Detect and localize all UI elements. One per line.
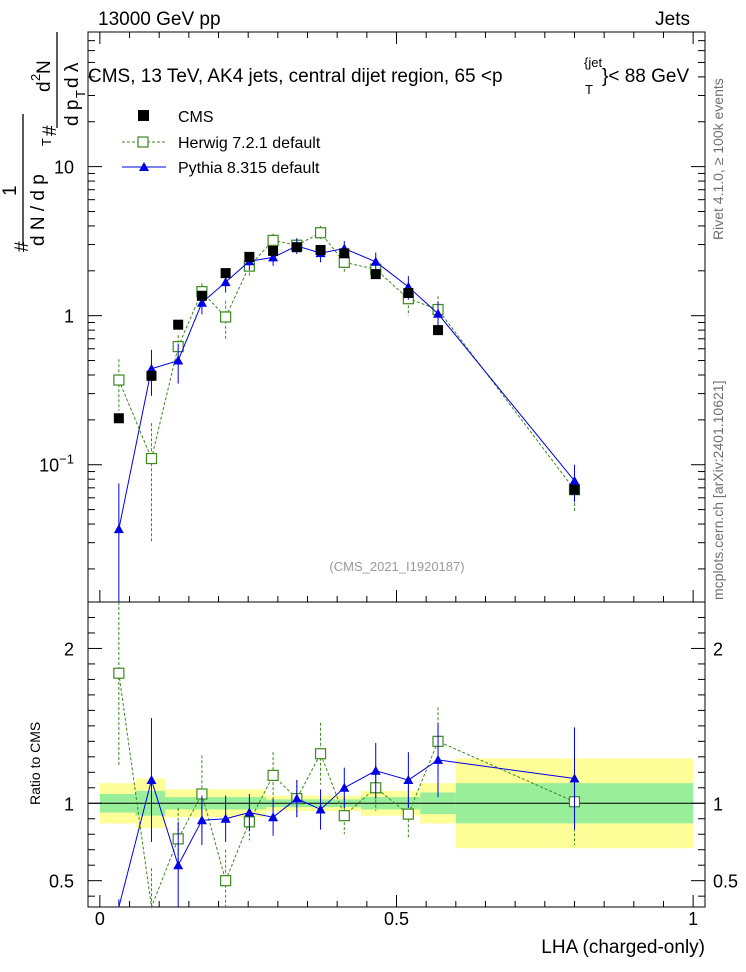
ylabel-den-1-sub: T	[39, 138, 54, 146]
point-main-pythia	[220, 277, 231, 287]
rivet-label: Rivet 4.1.0, ≥ 100k events	[710, 78, 726, 240]
cms-data-point	[315, 244, 326, 255]
point-ratio-pythia	[370, 765, 381, 775]
cms-data-point	[268, 245, 279, 256]
header-left: 13000 GeV pp	[98, 9, 221, 30]
x-tick-label: 0	[95, 909, 105, 929]
ylabel-num-2-tail: N	[34, 60, 55, 74]
chart-title-sub: T	[585, 82, 593, 97]
legend-label-herwig: Herwig 7.2.1 default	[178, 135, 321, 152]
point-ratio-pythia	[244, 807, 255, 817]
ylabel-num-2: d	[34, 81, 55, 92]
mcplots-label: mcplots.cern.ch [arXiv:2401.10621]	[710, 381, 726, 600]
point-main-herwig	[145, 452, 158, 465]
chart-title-tail: }< 88 GeV	[602, 66, 689, 87]
point-main-herwig	[314, 227, 327, 239]
point-ratio-pythia	[403, 775, 414, 785]
point-ratio-pythia	[339, 782, 350, 792]
point-ratio-pythia	[315, 804, 326, 814]
axes: 0 0.5 1 10−1 1 10 0.5 0.5 1 1 2 2	[39, 31, 738, 929]
point-ratio-pythia	[569, 773, 580, 783]
point-ratio-pythia	[196, 815, 207, 825]
chart-title-main: CMS, 13 TeV, AK4 jets, central dijet reg…	[88, 66, 503, 87]
cms-data-point	[403, 287, 414, 298]
cms-data-point	[146, 370, 157, 381]
cms-data-point	[339, 248, 350, 259]
legend: CMS Herwig 7.2.1 default Pythia 8.315 de…	[122, 109, 321, 177]
point-ratio-pythia	[433, 754, 444, 764]
cms-data-point	[433, 325, 444, 336]
x-axis-label: LHA (charged-only)	[541, 937, 705, 958]
y-tick-label: 1	[64, 307, 74, 327]
point-ratio-herwig	[338, 810, 350, 822]
main-y-axis-label: # 1 d N / d p T # d 2 N d p T d λ	[0, 32, 88, 252]
ylabel-den-2-tail: d λ	[62, 62, 83, 88]
legend-marker-cms	[138, 110, 149, 121]
x-tick-label: 0.5	[384, 909, 409, 929]
point-main-herwig	[113, 374, 125, 386]
series-line-ratio-pythia	[118, 759, 575, 908]
point-ratio-pythia	[146, 775, 157, 785]
point-main-pythia	[173, 355, 184, 365]
point-ratio-pythia	[173, 860, 184, 870]
ylabel-hash-2: #	[40, 125, 61, 136]
cms-data-point	[196, 290, 207, 301]
ratio-y-axis-label: Ratio to CMS	[27, 722, 43, 805]
x-tick-label: 1	[688, 909, 698, 929]
point-ratio-herwig	[314, 748, 327, 760]
ylabel-num-2-sup: 2	[28, 74, 43, 81]
cms-data-point	[244, 251, 255, 262]
ylabel-num-1: 1	[0, 185, 21, 196]
point-main-pythia	[569, 475, 580, 485]
point-main-pythia	[113, 524, 124, 534]
ylabel-den-1: d N / d p	[28, 174, 49, 246]
ratio-y-tick-label-right: 1	[713, 794, 723, 814]
point-main-pythia	[370, 256, 381, 266]
series-line-main-pythia	[118, 245, 575, 530]
point-main-pythia	[146, 363, 157, 373]
ratio-y-tick-label-right: 0.5	[713, 872, 738, 892]
series-line-main-herwig	[118, 232, 575, 491]
legend-label-pythia: Pythia 8.315 default	[178, 160, 320, 177]
cms-data-point	[370, 269, 381, 280]
point-ratio-herwig	[220, 875, 232, 887]
y-tick-label: 10	[54, 158, 74, 178]
chart-title: CMS, 13 TeV, AK4 jets, central dijet reg…	[88, 66, 503, 87]
ratio-y-tick-label: 1	[64, 794, 74, 814]
header-right: Jets	[655, 9, 690, 30]
ratio-y-tick-label: 0.5	[49, 872, 74, 892]
ratio-y-tick-label: 2	[64, 639, 74, 659]
legend-label-cms: CMS	[178, 109, 214, 126]
ylabel-hash-1: #	[12, 241, 33, 252]
ylabel-den-2: d p	[62, 100, 83, 126]
point-ratio-pythia	[220, 813, 231, 823]
point-main-pythia	[196, 297, 207, 307]
point-main-pythia	[268, 252, 279, 262]
cms-data-point	[569, 484, 580, 495]
y-tick-label: 10−1	[39, 452, 74, 476]
ratio-y-tick-label-right: 2	[713, 639, 723, 659]
series-layer	[113, 225, 581, 909]
point-main-pythia	[433, 308, 444, 318]
point-ratio-pythia	[291, 793, 302, 803]
legend-marker-pythia	[139, 162, 149, 171]
cms-data-point	[220, 268, 231, 279]
legend-marker-herwig	[137, 136, 149, 148]
point-main-herwig	[220, 311, 232, 323]
point-ratio-herwig	[402, 808, 414, 820]
point-ratio-herwig	[267, 769, 279, 782]
ylabel-den-2-sub: T	[73, 90, 88, 98]
cms-data-point	[113, 413, 124, 424]
point-main-herwig	[338, 256, 350, 268]
cms-data-point	[291, 242, 302, 253]
point-ratio-herwig	[113, 667, 125, 679]
point-ratio-pythia	[268, 812, 279, 822]
point-main-herwig	[267, 234, 279, 246]
chart-title-sup: {jet	[584, 55, 602, 70]
cms-data-point	[173, 319, 184, 330]
analysis-watermark: (CMS_2021_I1920187)	[329, 559, 464, 574]
